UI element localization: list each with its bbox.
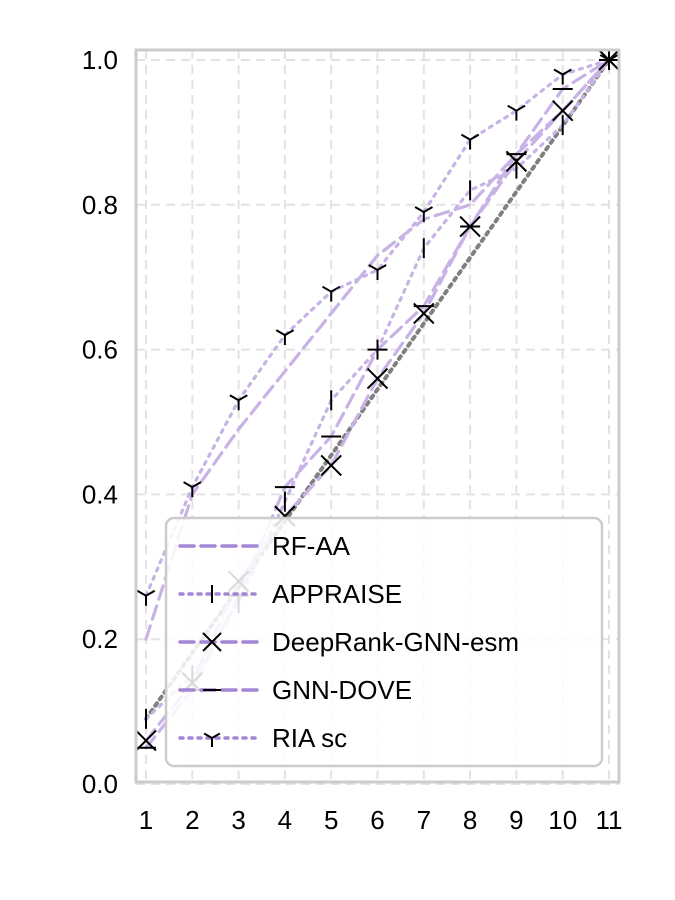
plot-frame (134, 48, 621, 784)
y-tick-label: 0.2 (82, 624, 118, 654)
legend-box (164, 516, 604, 768)
marker-x (366, 367, 389, 390)
legend: RF-AA APPRAISE DeepRank-GNN-esm GNN-DOVE RIA… (164, 516, 604, 768)
marker-tri (507, 104, 526, 121)
marker-tri (553, 68, 572, 85)
series-line (144, 58, 611, 598)
series-line (144, 58, 611, 641)
x-tick-label: 2 (185, 805, 199, 835)
legend-label: DeepRank-GNN-esm (272, 627, 519, 657)
legend-label: APPRAISE (272, 579, 402, 609)
legend-label: GNN-DOVE (272, 675, 412, 705)
x-tick-label: 1 (139, 805, 153, 835)
y-tick-label: 1.0 (82, 45, 118, 75)
marker-tri (460, 133, 480, 150)
x-tick-label: 5 (324, 805, 338, 835)
marker-tri (203, 732, 221, 747)
legend-label: RF-AA (272, 531, 351, 561)
marker-x (320, 454, 342, 477)
x-tick-label: 3 (231, 805, 245, 835)
x-tick-label: 8 (463, 805, 477, 835)
marker-tri (136, 589, 156, 606)
y-tick-label: 0.6 (82, 335, 118, 365)
legend-label: RIA sc (272, 723, 347, 753)
x-tick-label: 11 (596, 805, 623, 835)
x-tick-label: 9 (509, 805, 523, 835)
marker-tri (275, 329, 295, 346)
marker-tri (599, 54, 619, 70)
y-tick-label: 0.8 (82, 190, 118, 220)
y-tick-label: 0.4 (82, 479, 118, 509)
marker-tri (322, 285, 341, 302)
marker-x (202, 632, 222, 652)
y-axis-ticks: 0.0 0.2 0.4 0.6 0.8 1.0 (82, 45, 118, 799)
x-tick-label: 7 (417, 805, 431, 835)
marker-x (551, 99, 574, 122)
x-tick-label: 10 (548, 805, 577, 835)
x-tick-label: 6 (370, 805, 384, 835)
marker-tri (414, 206, 433, 223)
x-tick-label: 4 (278, 805, 292, 835)
y-tick-label: 0.0 (82, 769, 118, 799)
marker-tri (368, 264, 387, 280)
marker-tri (183, 481, 202, 498)
x-axis-ticks: 1 2 3 4 5 6 7 8 9 10 11 (139, 805, 623, 835)
marker-tri (229, 394, 248, 411)
